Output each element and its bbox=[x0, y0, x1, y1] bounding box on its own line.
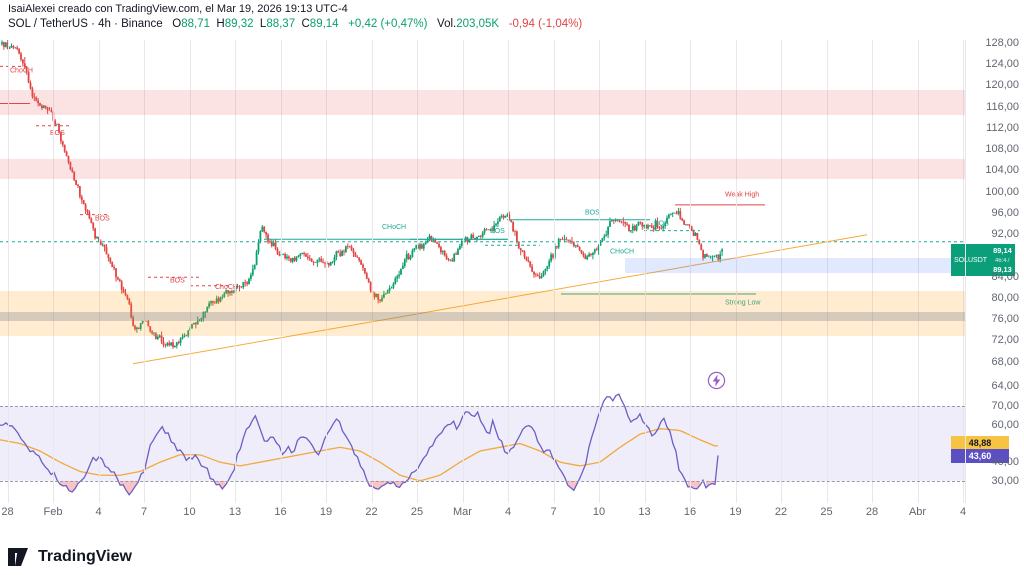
svg-text:BOS: BOS bbox=[654, 221, 669, 228]
svg-text:CHoCH: CHoCH bbox=[382, 224, 406, 231]
svg-text:BOS: BOS bbox=[490, 228, 505, 235]
svg-text:CHoCH: CHoCH bbox=[610, 249, 634, 256]
svg-text:BOS: BOS bbox=[170, 278, 185, 285]
svg-text:Weak High: Weak High bbox=[725, 191, 759, 198]
svg-text:BOS: BOS bbox=[585, 210, 600, 217]
svg-text:BOS: BOS bbox=[95, 216, 110, 223]
svg-text:ChoCH: ChoCH bbox=[10, 68, 33, 75]
